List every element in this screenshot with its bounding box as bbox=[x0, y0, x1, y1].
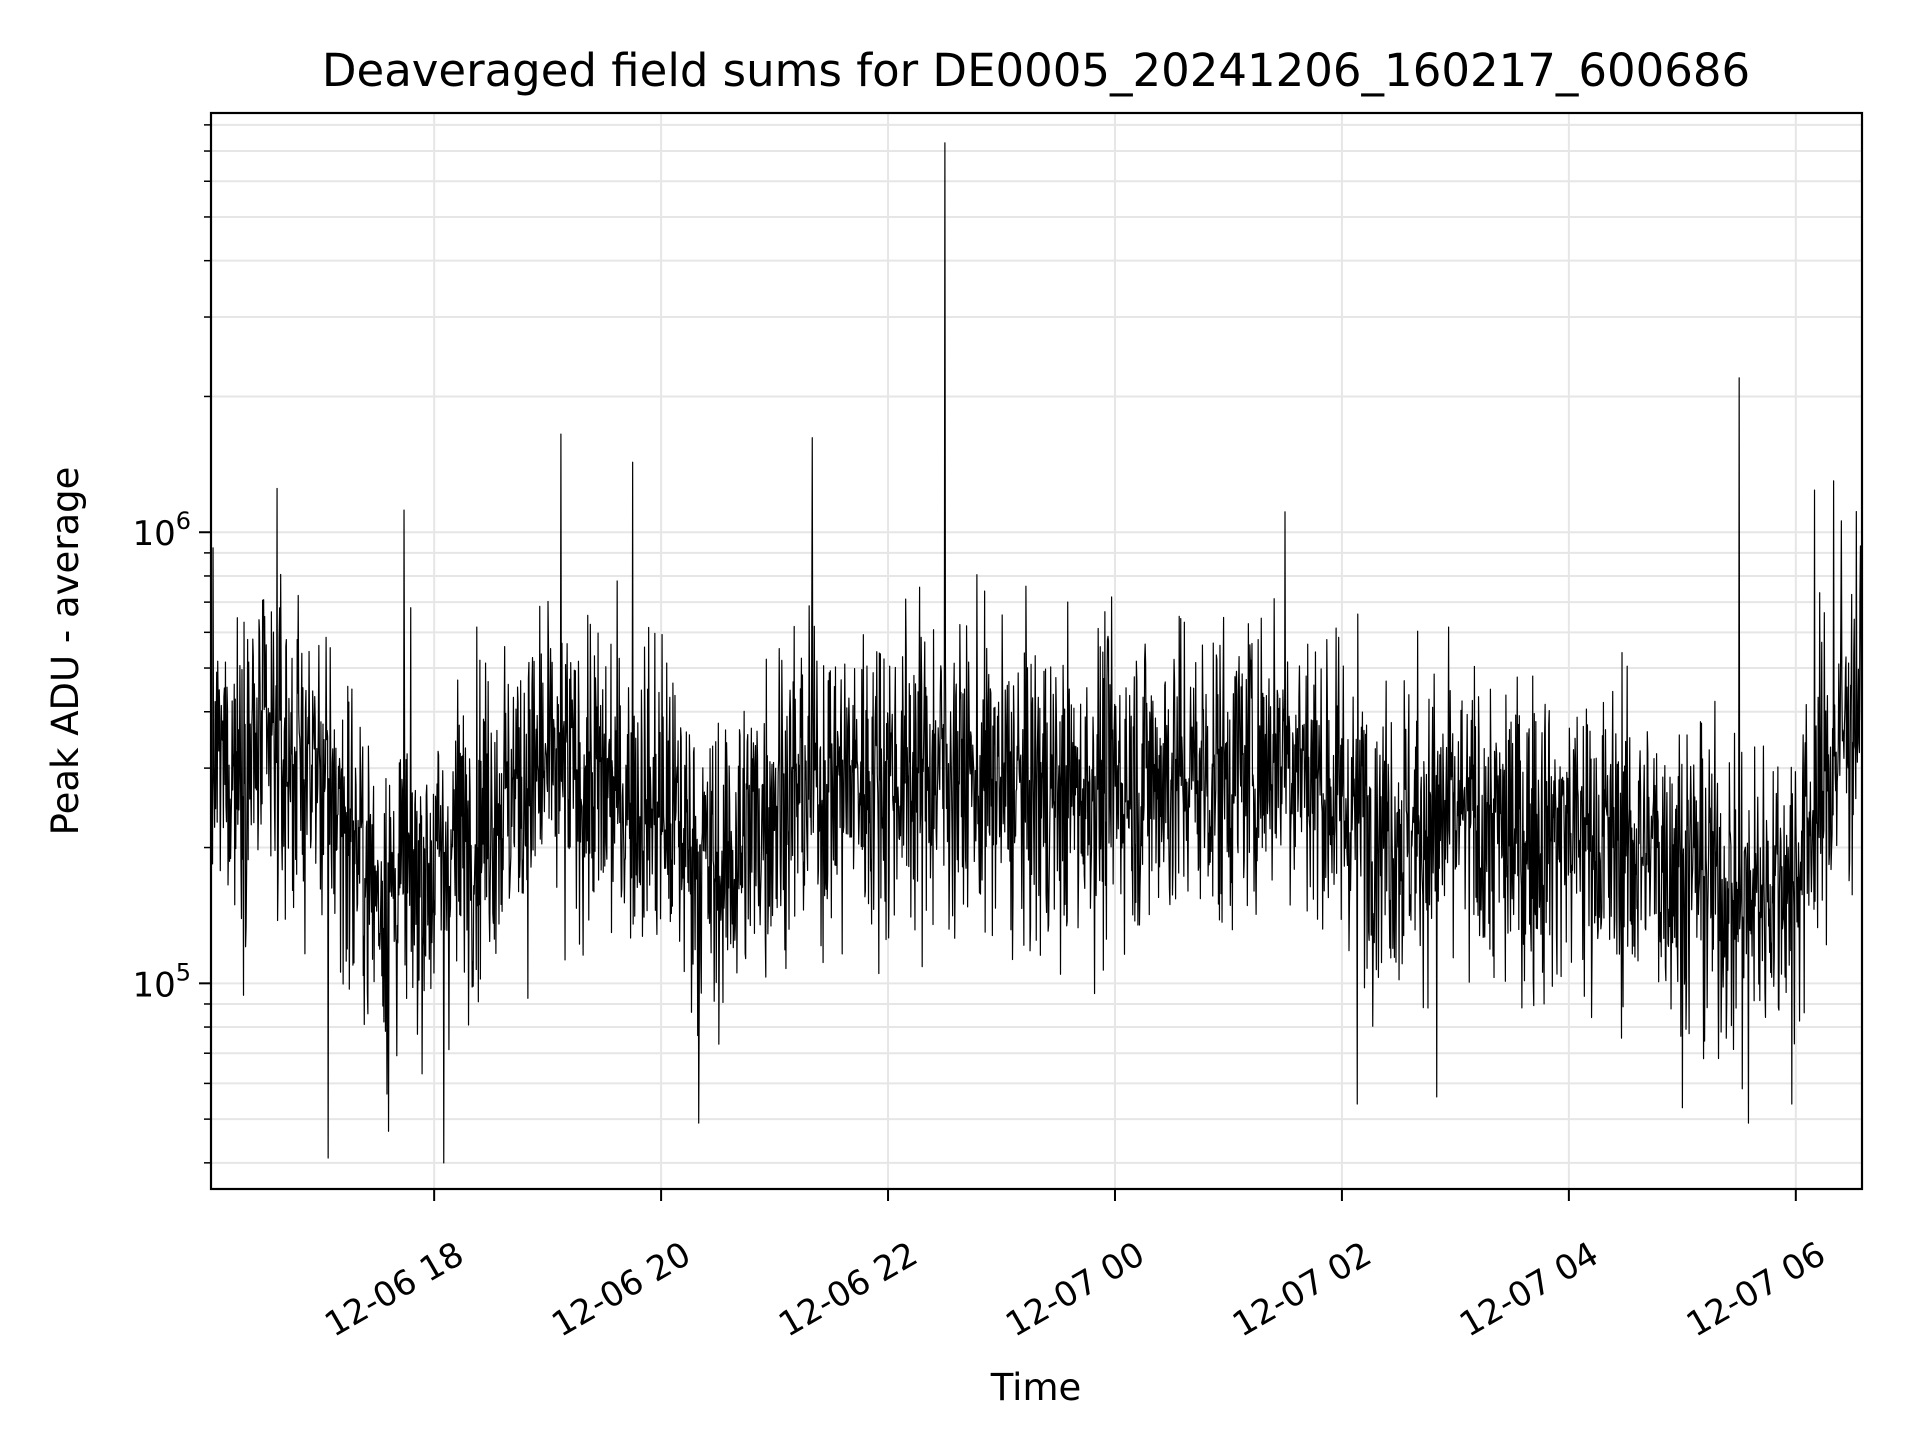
chart-title: Deaveraged field sums for DE0005_2024120… bbox=[322, 44, 1750, 97]
x-axis-label: Time bbox=[990, 1366, 1082, 1409]
y-tick-label: 106 bbox=[132, 507, 191, 554]
y-axis-label: Peak ADU - average bbox=[44, 467, 87, 836]
series-line bbox=[210, 142, 1863, 1164]
plot-area bbox=[210, 142, 1863, 1164]
x-tick-label: 12-06 22 bbox=[772, 1234, 924, 1345]
x-tick-label: 12-07 04 bbox=[1453, 1234, 1605, 1345]
x-tick-label: 12-06 18 bbox=[318, 1234, 470, 1345]
x-tick-label: 12-06 20 bbox=[545, 1234, 697, 1345]
x-tick-label: 12-07 02 bbox=[1226, 1234, 1378, 1345]
axes-frame bbox=[209, 111, 1864, 1191]
grid bbox=[211, 113, 1862, 1189]
x-tick-label: 12-07 06 bbox=[1680, 1234, 1832, 1345]
x-tick-label: 12-07 00 bbox=[999, 1234, 1151, 1345]
y-tick-label: 105 bbox=[132, 958, 191, 1005]
